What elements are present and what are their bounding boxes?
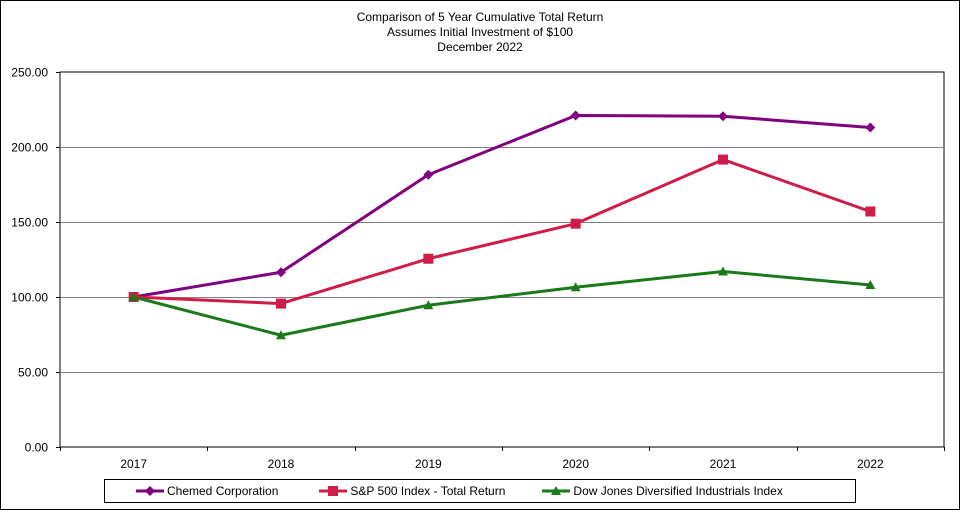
line-chart: 0.00 50.00 100.00 150.00 200.00 250.00 2017 201… xyxy=(11,66,945,471)
x-tick-label: 2022 xyxy=(857,457,884,471)
data-point-series-2 xyxy=(865,206,876,217)
chart-date-line: December 2022 xyxy=(437,40,523,54)
chart-subtitle: Assumes Initial Investment of $100 xyxy=(386,25,574,39)
y-tick-label: 200.00 xyxy=(11,141,48,155)
data-point-series-3 xyxy=(423,300,434,310)
legend-swatch xyxy=(136,486,164,496)
data-point-series-3 xyxy=(276,330,286,340)
legend-item: Chemed Corporation xyxy=(135,484,278,498)
data-point-series-2 xyxy=(718,154,728,165)
data-point-series-1 xyxy=(718,111,728,122)
series-line-2 xyxy=(133,158,871,306)
legend-swatch xyxy=(542,486,571,495)
data-point-series-1 xyxy=(865,122,876,133)
x-tick-label: 2017 xyxy=(120,457,147,471)
chart-legend: Chemed Corporation S&P 500 Index - Total … xyxy=(104,479,856,503)
legend-swatch xyxy=(319,486,348,496)
data-point-series-3 xyxy=(128,292,139,301)
data-point-series-1 xyxy=(276,267,286,278)
chart-title: Comparison of 5 Year Cumulative Total Re… xyxy=(356,10,604,24)
data-point-series-3 xyxy=(570,282,581,292)
data-point-series-1 xyxy=(423,169,434,180)
y-tick-label: 150.00 xyxy=(11,216,48,230)
series-line-1 xyxy=(133,114,871,299)
legend-item: Dow Jones Diversified Industrials Index xyxy=(541,484,783,498)
legend-label: Dow Jones Diversified Industrials Index xyxy=(573,484,783,498)
legend-label: Chemed Corporation xyxy=(167,484,279,498)
data-point-series-1 xyxy=(570,110,581,121)
y-tick-label: 50.00 xyxy=(18,366,48,380)
data-point-series-2 xyxy=(423,253,434,264)
data-point-series-3 xyxy=(718,266,728,276)
series-line-3 xyxy=(133,270,871,337)
plot-area xyxy=(59,71,945,448)
x-tick-label: 2018 xyxy=(268,457,295,471)
legend-item: S&P 500 Index - Total Return xyxy=(318,484,505,498)
x-tick-label: 2021 xyxy=(710,457,737,471)
data-point-series-2 xyxy=(570,218,581,229)
x-tick-label: 2020 xyxy=(562,457,589,471)
legend-label: S&P 500 Index - Total Return xyxy=(350,484,506,498)
data-point-series-2 xyxy=(276,298,286,309)
data-point-series-3 xyxy=(865,280,876,289)
y-tick-label: 0.00 xyxy=(25,441,49,455)
y-tick-label: 250.00 xyxy=(11,66,48,80)
y-tick-label: 100.00 xyxy=(11,291,48,305)
x-tick-label: 2019 xyxy=(415,457,442,471)
